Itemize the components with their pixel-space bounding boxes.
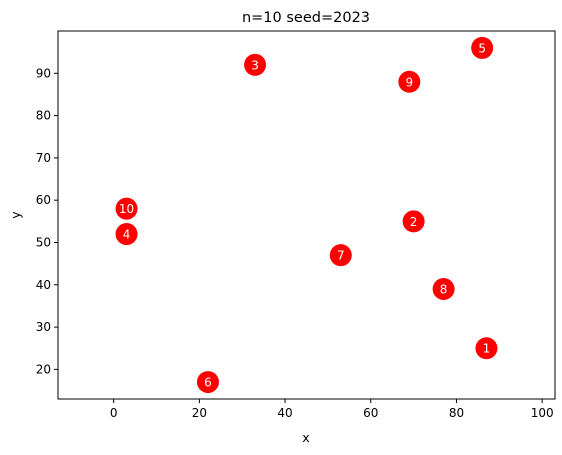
- point-label: 1: [483, 342, 491, 356]
- point-label: 8: [440, 283, 448, 297]
- y-axis-label: y: [8, 211, 23, 219]
- x-tick-label: 0: [110, 406, 118, 420]
- point-marker: [432, 278, 455, 301]
- x-axis-ticks: 0 20 40 60 80 100: [110, 399, 554, 420]
- y-tick-label: 60: [36, 193, 51, 207]
- data-point: 1: [475, 337, 498, 360]
- point-marker: [115, 197, 138, 220]
- point-marker: [471, 36, 494, 59]
- chart-title: n=10 seed=2023: [242, 10, 370, 26]
- point-label: 10: [119, 202, 134, 216]
- data-point: 8: [432, 278, 455, 301]
- x-axis-label: x: [302, 430, 309, 445]
- x-tick-label: 80: [449, 406, 464, 420]
- point-marker: [475, 337, 498, 360]
- point-marker: [398, 70, 421, 93]
- x-tick-label: 20: [192, 406, 207, 420]
- data-point: 6: [196, 371, 219, 394]
- y-tick-label: 30: [36, 320, 51, 334]
- data-point: 3: [244, 53, 267, 76]
- point-marker: [244, 53, 267, 76]
- point-marker: [196, 371, 219, 394]
- point-label: 5: [478, 41, 486, 55]
- point-marker: [115, 223, 138, 246]
- y-tick-label: 80: [36, 109, 51, 123]
- y-tick-label: 70: [36, 151, 51, 165]
- data-point: 9: [398, 70, 421, 93]
- y-tick-label: 50: [36, 235, 51, 249]
- data-point: 4: [115, 223, 138, 246]
- x-tick-label: 40: [277, 406, 292, 420]
- data-point: 2: [402, 210, 425, 233]
- point-marker: [329, 244, 352, 267]
- point-label: 9: [406, 75, 414, 89]
- y-tick-label: 20: [36, 362, 51, 376]
- point-label: 7: [337, 249, 345, 263]
- data-point: 10: [115, 197, 138, 220]
- y-tick-label: 40: [36, 278, 51, 292]
- point-label: 2: [410, 215, 418, 229]
- x-tick-label: 60: [363, 406, 378, 420]
- point-marker: [402, 210, 425, 233]
- data-point: 5: [471, 36, 494, 59]
- point-label: 3: [251, 58, 259, 72]
- point-label: 4: [123, 228, 131, 242]
- y-axis-ticks: 20 30 40 50 60 70 80 90: [36, 66, 58, 376]
- plot-area: [57, 30, 556, 400]
- point-label: 6: [204, 376, 212, 390]
- data-point: 7: [329, 244, 352, 267]
- y-tick-label: 90: [36, 66, 51, 80]
- data-points: 1 2 3 4 5 6 7 8 9 10: [115, 36, 498, 394]
- x-tick-label: 100: [531, 406, 554, 420]
